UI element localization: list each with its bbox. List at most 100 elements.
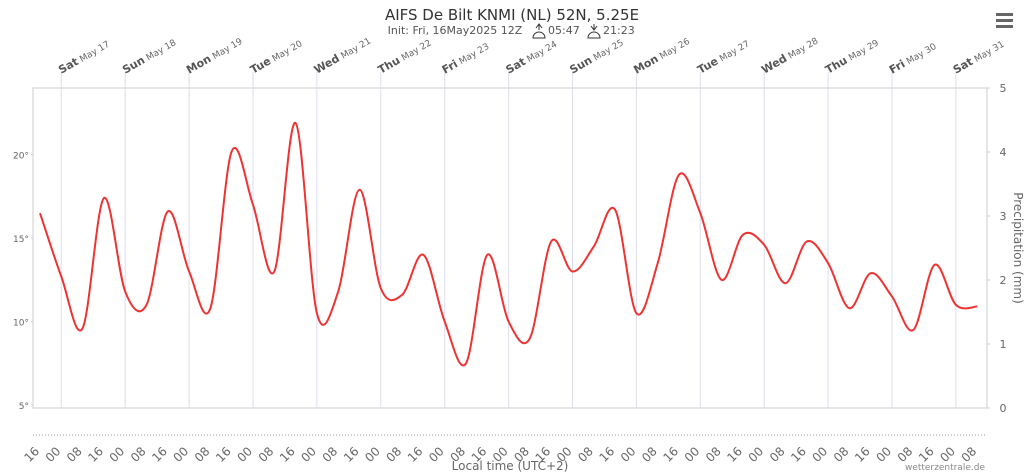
x-tick-label: 16 [21,444,42,465]
x-tick-label: 16 [405,444,426,465]
y2-tick-label: 5 [1000,82,1007,95]
day-label: SunMay 25 [568,36,626,77]
x-tick-label: 08 [256,444,277,465]
day-label: MonMay 19 [184,34,245,77]
x-tick-label: 16 [213,444,234,465]
x-tick-label: 16 [149,444,170,465]
x-tick-label: 16 [724,444,745,465]
x-tick-label: 16 [788,444,809,465]
x-tick-label: 16 [85,444,106,465]
x-tick-label: 00 [873,444,894,465]
y2-tick-label: 3 [1000,210,1007,223]
x-tick-label: 00 [426,444,447,465]
sunrise-time: 05:47 [548,24,580,37]
y-tick-label: 10° [13,319,29,329]
x-tick-label: 08 [831,444,852,465]
day-weekday: Fri [887,57,907,76]
day-date: May 20 [271,39,305,64]
day-label: FriMay 23 [440,39,491,76]
x-tick-label: 08 [575,444,596,465]
day-label: SatMay 31 [951,37,1006,77]
day-date: May 29 [847,38,881,63]
sunset-time: 21:23 [603,24,635,37]
day-weekday: Thu [823,54,850,77]
day-weekday: Sun [120,54,147,77]
day-date: May 30 [905,42,939,67]
y-tick-label: 15° [13,235,29,245]
day-weekday: Mon [631,52,660,76]
x-tick-label: 08 [703,444,724,465]
day-label: WedMay 28 [759,34,820,77]
day-date: May 24 [526,40,560,65]
x-tick-label: 00 [298,444,319,465]
day-weekday: Sat [504,55,528,77]
day-weekday: Sat [56,55,80,77]
chart-title: AIFS De Bilt KNMI (NL) 52N, 5.25E [385,6,639,24]
day-weekday: Thu [376,54,403,77]
x-tick-label: 08 [192,444,213,465]
day-date: May 31 [973,40,1007,65]
x-tick-label: 00 [43,444,64,465]
x-tick-label: 16 [852,444,873,465]
credit: wetterzentrale.de [905,463,986,473]
x-tick-label: 00 [810,444,831,465]
y2-tick-label: 0 [1000,402,1007,415]
day-date: May 19 [211,37,245,62]
x-tick-label: 16 [341,444,362,465]
x-tick-label: 16 [277,444,298,465]
x-tick-label: 08 [64,444,85,465]
day-weekday: Wed [759,52,789,77]
x-tick-label: 00 [234,444,255,465]
x-tick-label: 08 [895,444,916,465]
y2-tick-label: 2 [1000,274,1007,287]
y2-axis-title: Precipitation (mm) [1011,192,1024,304]
day-label: SunMay 18 [120,35,178,76]
x-tick-label: 00 [682,444,703,465]
x-tick-label: 08 [959,444,980,465]
sunset-icon [587,24,601,39]
day-date: May 21 [339,36,373,61]
x-tick-label: 08 [384,444,405,465]
day-weekday: Tue [695,55,720,77]
day-date: May 17 [78,40,112,65]
day-label: SatMay 24 [504,37,560,77]
menu-button[interactable] [996,13,1013,28]
y2-tick-label: 1 [1000,338,1007,351]
day-date: May 23 [458,42,492,67]
day-label: FriMay 30 [887,39,939,76]
temperature-line [39,122,978,367]
day-weekday: Sat [951,55,975,77]
sunrise-icon [532,23,546,39]
day-date: May 22 [400,38,434,63]
x-tick-label: 00 [746,444,767,465]
x-tick-label: 08 [320,444,341,465]
day-label: ThuMay 22 [376,36,434,77]
day-date: May 27 [718,39,752,64]
day-label: TueMay 27 [695,37,751,77]
plot-border [32,87,988,409]
x-axis-title: Local time (UTC+2) [452,459,569,473]
day-date: May 18 [145,38,179,63]
day-date: May 28 [787,36,821,61]
day-label: TueMay 20 [248,36,305,76]
y-tick-label: 5° [19,402,29,412]
day-label: WedMay 21 [312,34,373,77]
day-weekday: Wed [312,52,342,77]
day-weekday: Sun [568,54,595,77]
day-weekday: Fri [440,57,460,76]
y2-tick-label: 4 [1000,146,1007,159]
x-tick-label: 16 [597,444,618,465]
x-tick-label: 00 [107,444,128,465]
x-tick-label: 00 [171,444,192,465]
x-tick-label: 00 [618,444,639,465]
x-tick-label: 00 [362,444,383,465]
day-date: May 25 [592,38,626,63]
x-tick-label: 08 [639,444,660,465]
chart-subtitle: Init: Fri, 16May2025 12Z [388,24,523,37]
x-tick-label: 16 [916,444,937,465]
day-weekday: Tue [248,55,273,77]
x-tick-label: 16 [660,444,681,465]
day-date: May 26 [658,37,692,62]
day-label: SatMay 17 [56,37,111,77]
